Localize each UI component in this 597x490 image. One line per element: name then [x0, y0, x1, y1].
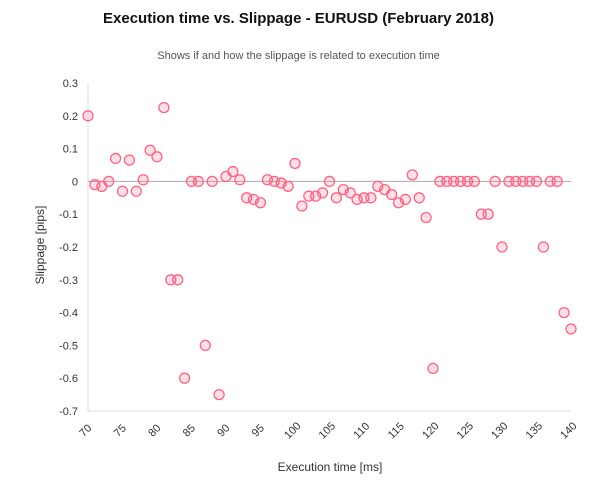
x-tick-label: 105	[317, 420, 338, 441]
data-point[interactable]	[565, 323, 577, 335]
data-point[interactable]	[420, 211, 432, 224]
data-point[interactable]	[385, 188, 398, 201]
data-point[interactable]	[123, 154, 136, 166]
y-tick-label: 0.2	[63, 111, 78, 123]
x-axis-title: Execution time [ms]	[278, 460, 383, 474]
x-tick-label: 80	[146, 422, 163, 439]
data-point[interactable]	[530, 175, 543, 188]
data-point[interactable]	[172, 274, 184, 286]
x-tick-label: 95	[250, 422, 267, 439]
x-tick-label: 100	[282, 420, 303, 441]
data-point[interactable]	[537, 241, 550, 253]
data-point[interactable]	[551, 175, 563, 188]
x-tick-label: 130	[489, 420, 510, 441]
chart-subtitle: Shows if and how the slippage is related…	[157, 50, 440, 62]
x-tick-label: 90	[215, 422, 232, 439]
data-point[interactable]	[482, 208, 494, 220]
y-tick-label: 0	[72, 176, 78, 188]
y-tick-label: 0.3	[63, 78, 78, 90]
y-tick-label: -0.1	[59, 209, 78, 221]
data-point[interactable]	[427, 362, 439, 375]
data-point[interactable]	[282, 180, 294, 192]
data-points	[82, 101, 577, 401]
data-point[interactable]	[199, 339, 211, 352]
data-point[interactable]	[82, 110, 94, 122]
x-tick-label: 85	[181, 422, 198, 439]
x-tick-label: 75	[112, 422, 129, 439]
x-tick-label: 120	[420, 420, 441, 441]
data-point[interactable]	[296, 200, 308, 212]
data-point[interactable]	[116, 185, 129, 197]
y-tick-label: 0.1	[63, 144, 78, 156]
data-point[interactable]	[227, 165, 239, 178]
data-point[interactable]	[496, 241, 508, 253]
data-point[interactable]	[289, 157, 301, 170]
chart-title: Execution time vs. Slippage - EURUSD (Fe…	[103, 10, 494, 27]
x-axis-ticks: 70 75 80 85 90 95 100 105 110 115 120 125 130 135 140	[77, 420, 579, 441]
data-point[interactable]	[489, 175, 501, 188]
data-point[interactable]	[316, 187, 329, 199]
data-point[interactable]	[178, 372, 191, 384]
y-tick-label: -0.4	[59, 308, 78, 320]
data-point[interactable]	[213, 388, 225, 401]
y-tick-label: -0.5	[59, 340, 78, 352]
x-tick-label: 110	[351, 420, 372, 441]
data-point[interactable]	[144, 144, 156, 156]
data-point[interactable]	[558, 306, 570, 319]
data-point[interactable]	[206, 175, 218, 188]
y-tick-label: -0.7	[59, 406, 78, 418]
data-point[interactable]	[468, 175, 481, 188]
x-tick-label: 70	[77, 422, 94, 439]
data-point[interactable]	[130, 185, 142, 197]
data-point[interactable]	[151, 151, 163, 163]
data-point[interactable]	[158, 101, 170, 114]
data-point[interactable]	[109, 152, 122, 165]
data-point[interactable]	[344, 187, 356, 199]
y-axis-ticks: 0.3 0.2 0.1 0 -0.1 -0.2 -0.3 -0.4 -0.5 -0.6 -0.7	[59, 78, 78, 418]
x-tick-label: 140	[558, 420, 579, 441]
data-point[interactable]	[330, 192, 343, 204]
data-point[interactable]	[365, 192, 377, 204]
data-point[interactable]	[413, 192, 425, 204]
x-tick-label: 135	[524, 420, 545, 441]
data-point[interactable]	[103, 175, 115, 188]
x-tick-label: 115	[386, 420, 407, 441]
data-point[interactable]	[399, 193, 412, 206]
y-tick-label: -0.3	[59, 275, 78, 287]
y-tick-label: -0.2	[59, 242, 78, 254]
data-point[interactable]	[137, 174, 149, 186]
data-point[interactable]	[406, 169, 418, 181]
data-point[interactable]	[192, 175, 205, 188]
y-axis-title: Slippage [pips]	[33, 206, 47, 285]
x-tick-label: 125	[455, 420, 476, 441]
y-tick-label: -0.6	[59, 373, 78, 385]
data-point[interactable]	[234, 174, 246, 186]
data-point[interactable]	[254, 197, 267, 209]
data-point[interactable]	[323, 175, 336, 188]
